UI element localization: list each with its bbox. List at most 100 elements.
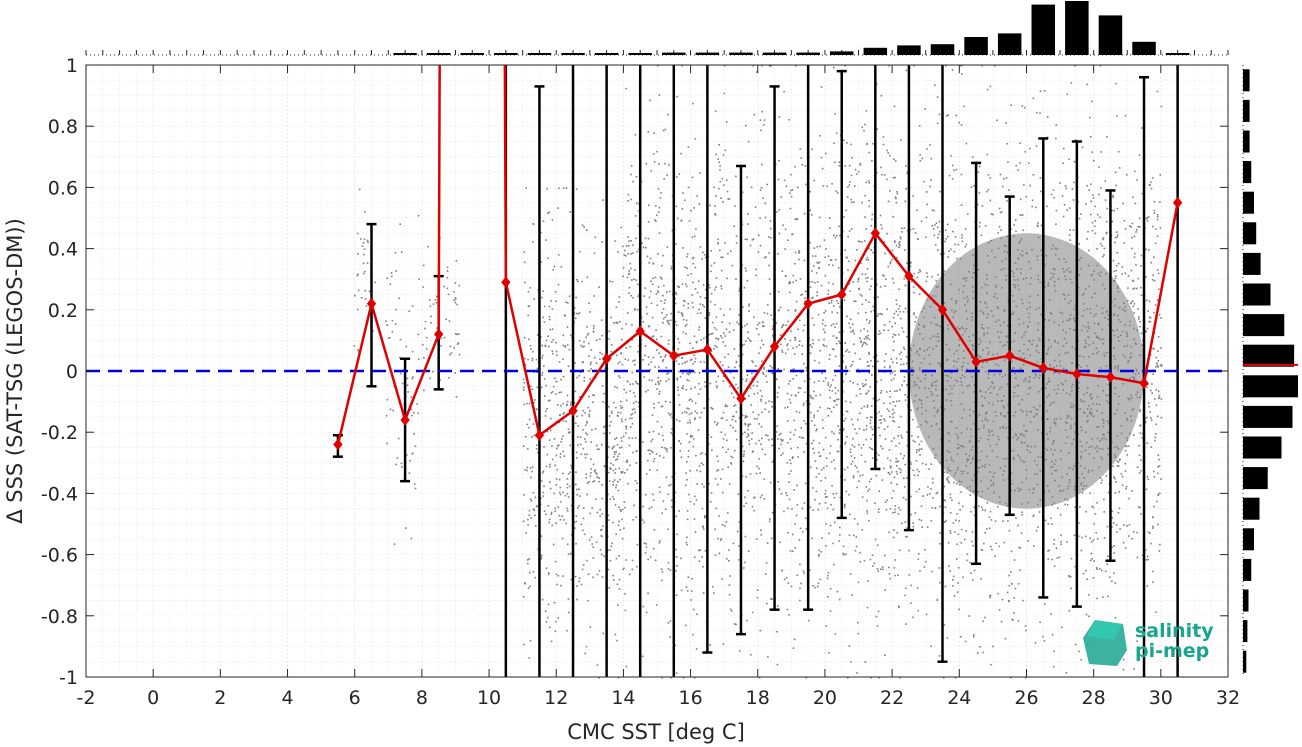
scatter-point: [950, 248, 952, 251]
scatter-point: [626, 276, 629, 279]
scatter-point: [1149, 411, 1151, 413]
scatter-point: [734, 430, 737, 432]
scatter-point: [590, 441, 592, 443]
scatter-point: [858, 288, 860, 291]
scatter-point: [665, 448, 667, 450]
scatter-point: [844, 443, 846, 445]
scatter-point: [750, 186, 753, 189]
scatter-point: [1094, 205, 1096, 208]
scatter-point: [897, 574, 899, 576]
scatter-point: [771, 461, 774, 463]
scatter-point: [534, 514, 536, 517]
scatter-point: [949, 530, 952, 532]
scatter-point: [366, 262, 369, 264]
scatter-point: [949, 532, 952, 534]
scatter-point: [1124, 272, 1127, 275]
scatter-point: [878, 398, 881, 401]
scatter-point: [843, 506, 846, 509]
scatter-point: [801, 344, 804, 347]
scatter-point: [873, 356, 875, 359]
scatter-point: [816, 467, 818, 469]
scatter-point: [385, 414, 388, 417]
scatter-point: [944, 499, 947, 502]
scatter-point: [746, 415, 748, 418]
scatter-point: [720, 417, 723, 420]
scatter-point: [864, 273, 867, 276]
scatter-point: [707, 443, 710, 445]
scatter-point: [669, 620, 672, 622]
scatter-point: [816, 291, 818, 293]
scatter-point: [617, 411, 619, 414]
scatter-point: [413, 483, 416, 485]
scatter-point: [680, 220, 683, 222]
scatter-point: [987, 174, 990, 176]
scatter-point: [684, 199, 686, 202]
scatter-point: [668, 484, 670, 487]
scatter-point: [603, 392, 605, 395]
scatter-point: [658, 232, 661, 234]
scatter-point: [777, 290, 780, 293]
scatter-point: [961, 234, 963, 236]
scatter-point: [1151, 279, 1154, 281]
scatter-point: [584, 441, 587, 443]
scatter-point: [759, 347, 762, 349]
scatter-point: [805, 528, 807, 530]
scatter-point: [593, 480, 596, 482]
scatter-point: [395, 308, 397, 311]
scatter-point: [859, 337, 861, 340]
scatter-point: [849, 451, 852, 453]
scatter-point: [900, 139, 902, 141]
scatter-point: [677, 338, 679, 340]
scatter-point: [800, 582, 802, 585]
scatter-point: [948, 250, 950, 252]
scatter-point: [582, 429, 584, 431]
scatter-point: [354, 294, 356, 297]
scatter-point: [1094, 232, 1097, 235]
scatter-point: [1130, 226, 1132, 228]
scatter-point: [778, 209, 781, 211]
scatter-point: [789, 550, 792, 552]
scatter-point: [625, 391, 627, 394]
scatter-point: [738, 290, 741, 292]
scatter-point: [1133, 434, 1135, 436]
scatter-point: [655, 220, 657, 222]
scatter-point: [685, 319, 688, 322]
scatter-point: [528, 558, 531, 560]
scatter-point: [732, 456, 734, 459]
scatter-point: [622, 275, 624, 277]
scatter-point: [417, 214, 420, 217]
scatter-point: [838, 429, 841, 431]
scatter-point: [799, 278, 802, 280]
scatter-point: [546, 408, 548, 410]
scatter-point: [1064, 503, 1066, 506]
scatter-point: [677, 394, 680, 396]
scatter-point: [810, 466, 812, 469]
scatter-point: [1127, 287, 1129, 289]
scatter-point: [678, 420, 681, 422]
scatter-point: [653, 403, 655, 405]
scatter-point: [731, 418, 734, 421]
scatter-point: [600, 529, 602, 531]
scatter-point: [631, 279, 633, 281]
scatter-point: [938, 505, 941, 508]
scatter-point: [690, 435, 692, 437]
scatter-point: [666, 246, 669, 248]
scatter-point: [1151, 177, 1154, 179]
scatter-point: [1158, 550, 1161, 552]
scatter-point: [1100, 187, 1102, 189]
scatter-point: [532, 508, 535, 510]
scatter-point: [805, 423, 807, 425]
scatter-point: [667, 528, 669, 531]
scatter-point: [741, 191, 744, 194]
scatter-point: [937, 233, 940, 236]
scatter-point: [730, 463, 733, 465]
scatter-point: [523, 643, 525, 646]
scatter-point: [720, 197, 722, 199]
scatter-point: [758, 333, 760, 336]
scatter-point: [566, 404, 568, 407]
scatter-point: [778, 488, 781, 490]
scatter-point: [752, 450, 754, 452]
scatter-point: [698, 382, 700, 385]
scatter-point: [843, 468, 846, 471]
scatter-point: [798, 539, 801, 541]
